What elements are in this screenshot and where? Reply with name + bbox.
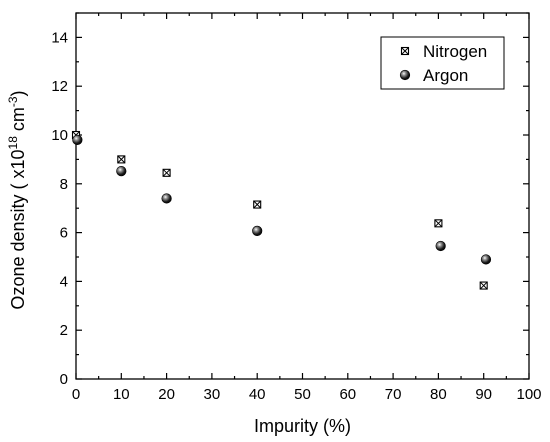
x-tick-label: 0 <box>72 386 80 403</box>
x-tick-label: 70 <box>385 386 402 403</box>
argon-point <box>116 166 127 177</box>
argon-point <box>252 225 263 236</box>
y-tick-label: 4 <box>60 273 68 290</box>
argon-point <box>72 134 83 145</box>
y-axis-title-prefix: Ozone density ( x10 <box>8 149 28 309</box>
data-points <box>71 130 492 290</box>
y-axis-title: Ozone density ( x1018 cm-3) <box>6 90 28 309</box>
nitrogen-point <box>434 219 443 228</box>
x-tick-label: 50 <box>294 386 311 403</box>
nitrogen-point <box>479 281 488 290</box>
y-tick-label: 6 <box>60 225 68 242</box>
x-axis-title: Impurity (%) <box>254 416 351 436</box>
argon-point <box>161 193 172 204</box>
legend-label-argon: Argon <box>423 66 468 85</box>
y-tick-label: 2 <box>60 322 68 339</box>
y-tick-label: 10 <box>51 127 68 144</box>
x-tick-label: 90 <box>475 386 492 403</box>
x-tick-label: 40 <box>249 386 266 403</box>
legend: Nitrogen Argon <box>380 36 505 90</box>
nitrogen-point <box>162 168 171 177</box>
ticks: 0 10 20 30 40 50 60 70 80 90 100 0 2 4 6 8 10 12 14 <box>51 12 542 403</box>
y-tick-label: 0 <box>60 371 68 388</box>
x-tick-label: 60 <box>339 386 356 403</box>
argon-point <box>435 240 446 252</box>
y-axis-title-suffix: ) <box>8 90 28 96</box>
y-axis-title-unit-exponent: -3 <box>6 96 20 107</box>
y-axis-title-exponent: 18 <box>6 136 20 150</box>
x-tick-label: 20 <box>158 386 175 403</box>
legend-marker-argon <box>399 69 411 81</box>
nitrogen-point <box>253 200 262 209</box>
y-tick-label: 12 <box>51 78 68 95</box>
nitrogen-point <box>117 155 126 164</box>
x-tick-label: 80 <box>430 386 447 403</box>
y-axis-title-unit: cm <box>8 107 28 136</box>
x-tick-label: 100 <box>516 386 541 403</box>
legend-marker-nitrogen <box>400 46 410 56</box>
y-tick-label: 8 <box>60 176 68 193</box>
x-tick-label: 30 <box>204 386 221 403</box>
legend-label-nitrogen: Nitrogen <box>423 42 487 61</box>
argon-point <box>480 254 492 265</box>
legend-box <box>380 36 505 90</box>
x-tick-label: 10 <box>113 386 130 403</box>
y-tick-label: 14 <box>51 29 68 46</box>
